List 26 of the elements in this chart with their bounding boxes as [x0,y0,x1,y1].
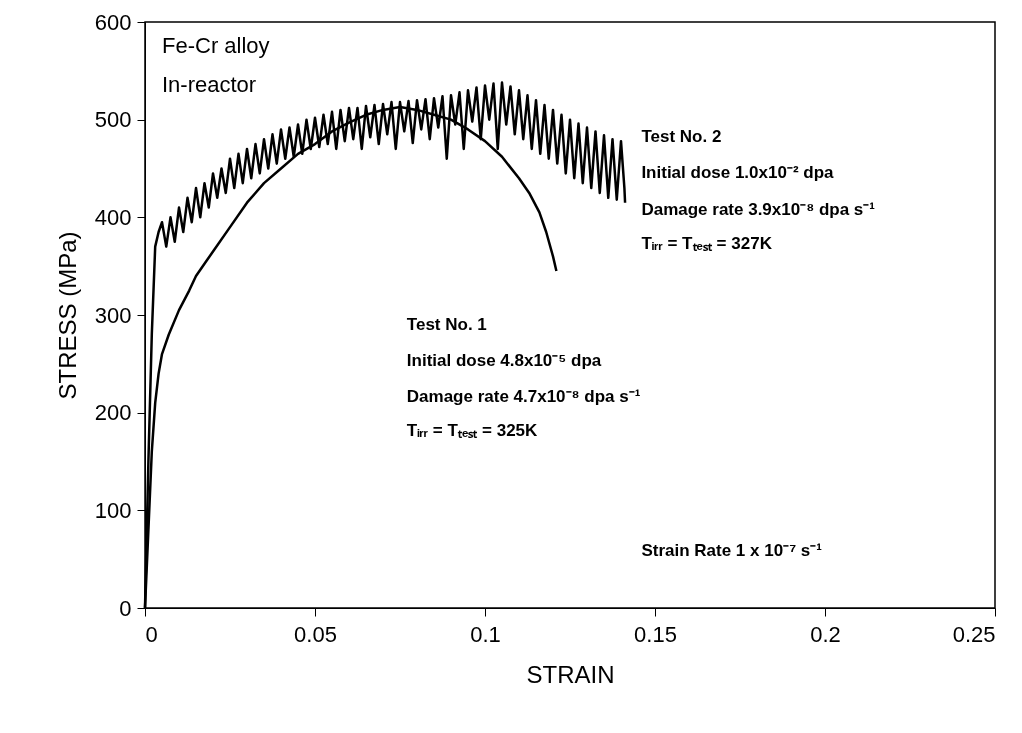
annotation: Initial dose 1.0x10⁻² dpa [641,163,835,183]
x-tick-label: 0.2 [810,621,841,647]
x-tick-label: 0.1 [470,621,501,647]
annotation: In-reactor [162,72,257,98]
y-axis-title: STRESS (MPa) [53,231,81,400]
y-tick-label: 600 [94,9,132,35]
y-tick-label: 200 [94,400,132,426]
annotation: Fe-Cr alloy [162,33,270,59]
y-tick-label: 400 [94,204,132,230]
annotation: Tᵢᵣᵣ = Tₜₑₛₜ = 327K [641,233,773,253]
annotation: Strain Rate 1 x 10⁻⁷ s⁻¹ [641,541,823,561]
x-tick-label: 0.15 [634,621,677,647]
annotation: Tᵢᵣᵣ = Tₜₑₛₜ = 325K [406,421,539,441]
y-tick-label: 500 [94,107,132,133]
y-tick-label: 0 [119,595,132,621]
x-tick-label: 0.25 [952,621,996,647]
y-tick-label: 300 [94,302,132,328]
x-tick-label: 0.05 [294,621,337,647]
annotation: Initial dose 4.8x10⁻⁵ dpa [406,350,602,370]
annotation: Damage rate 4.7x10⁻⁸ dpa s⁻¹ [406,387,641,407]
annotation: Damage rate 3.9x10⁻⁸ dpa s⁻¹ [641,199,876,219]
annotation: Test No. 1 [406,314,487,334]
x-tick-label: 0 [145,621,158,647]
annotation: Test No. 2 [641,127,722,147]
x-axis-title: STRAIN [526,660,615,688]
y-tick-label: 100 [94,497,132,523]
